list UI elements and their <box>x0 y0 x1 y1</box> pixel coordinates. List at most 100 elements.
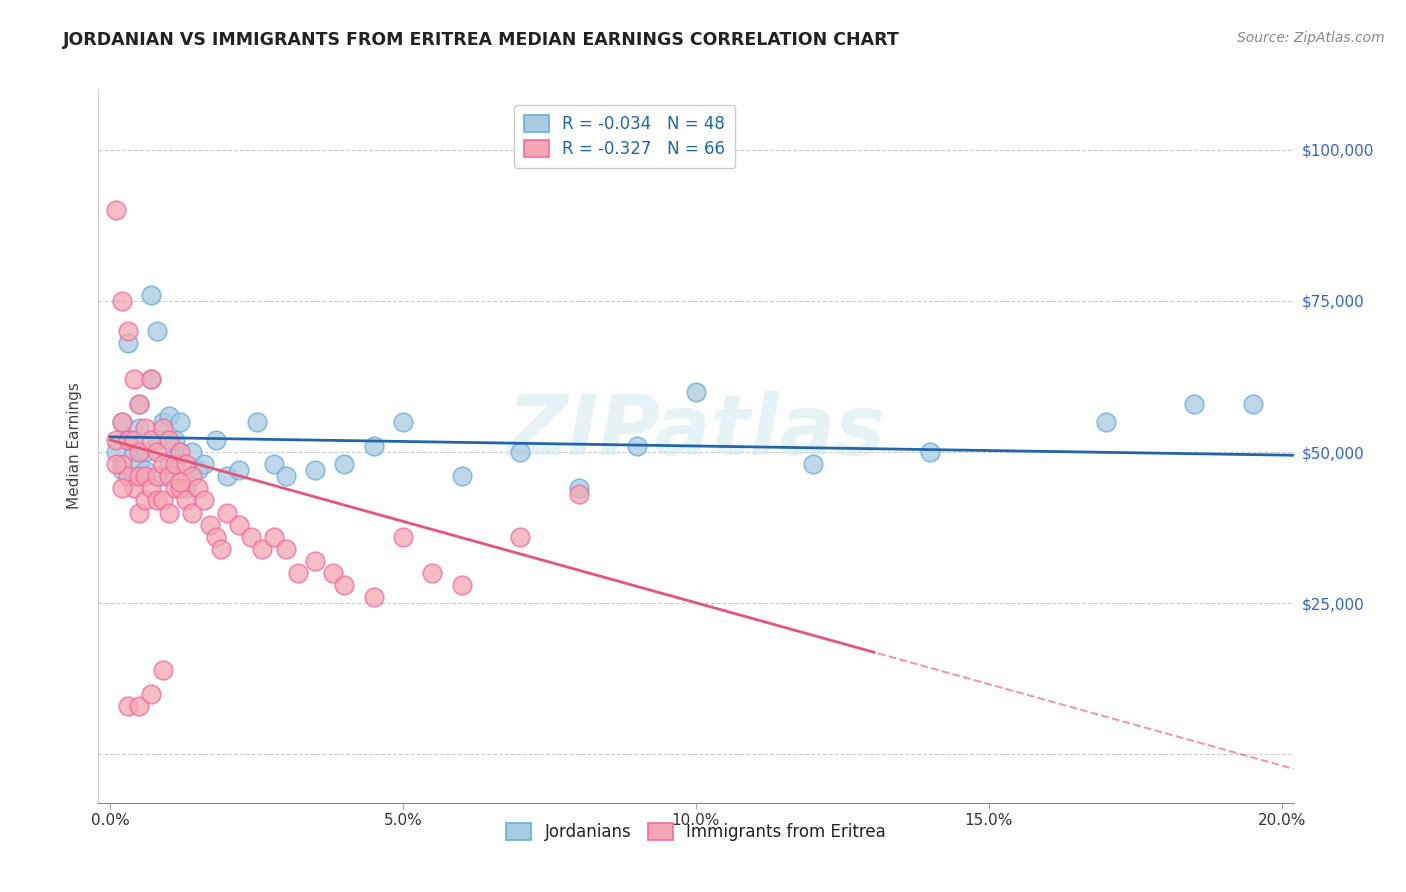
Point <box>263 530 285 544</box>
Point <box>181 506 204 520</box>
Point <box>117 433 139 447</box>
Point <box>163 457 186 471</box>
Point <box>117 699 139 714</box>
Point <box>169 481 191 495</box>
Point <box>152 421 174 435</box>
Point <box>128 397 150 411</box>
Point <box>146 469 169 483</box>
Point <box>146 324 169 338</box>
Point <box>122 481 145 495</box>
Point <box>122 445 145 459</box>
Point <box>239 530 262 544</box>
Point <box>509 445 531 459</box>
Point <box>134 493 156 508</box>
Point <box>450 578 472 592</box>
Point <box>141 372 163 386</box>
Point <box>193 457 215 471</box>
Point <box>246 415 269 429</box>
Point <box>141 433 163 447</box>
Point <box>105 457 128 471</box>
Point <box>193 493 215 508</box>
Point <box>198 517 221 532</box>
Point <box>141 372 163 386</box>
Point <box>117 324 139 338</box>
Point <box>363 590 385 604</box>
Point <box>304 463 326 477</box>
Point <box>111 463 134 477</box>
Point <box>122 372 145 386</box>
Point <box>422 566 444 580</box>
Point <box>157 457 180 471</box>
Point <box>157 506 180 520</box>
Point <box>801 457 824 471</box>
Point <box>169 445 191 459</box>
Point <box>169 415 191 429</box>
Point <box>204 530 226 544</box>
Point <box>217 469 239 483</box>
Point <box>287 566 309 580</box>
Point <box>111 415 134 429</box>
Point <box>134 421 156 435</box>
Point <box>134 445 156 459</box>
Point <box>450 469 472 483</box>
Point <box>509 530 531 544</box>
Point <box>134 463 156 477</box>
Point <box>117 336 139 351</box>
Point <box>105 433 128 447</box>
Point <box>228 517 250 532</box>
Point <box>163 433 186 447</box>
Point <box>333 578 356 592</box>
Point <box>263 457 285 471</box>
Legend: Jordanians, Immigrants from Eritrea: Jordanians, Immigrants from Eritrea <box>499 816 893 848</box>
Point <box>105 445 128 459</box>
Point <box>187 481 209 495</box>
Point <box>211 541 233 556</box>
Point <box>122 433 145 447</box>
Point <box>141 288 163 302</box>
Point <box>626 439 648 453</box>
Point <box>333 457 356 471</box>
Point <box>322 566 344 580</box>
Point <box>1095 415 1118 429</box>
Point <box>392 415 415 429</box>
Point <box>146 433 169 447</box>
Point <box>174 481 197 495</box>
Point <box>128 469 150 483</box>
Text: Source: ZipAtlas.com: Source: ZipAtlas.com <box>1237 31 1385 45</box>
Point <box>134 469 156 483</box>
Point <box>1182 397 1205 411</box>
Point <box>157 409 180 423</box>
Point <box>568 487 591 501</box>
Point <box>181 469 204 483</box>
Point <box>122 469 145 483</box>
Point <box>181 445 204 459</box>
Point <box>146 493 169 508</box>
Point <box>152 415 174 429</box>
Point <box>157 469 180 483</box>
Point <box>920 445 942 459</box>
Text: ZIPatlas: ZIPatlas <box>508 392 884 472</box>
Point <box>128 699 150 714</box>
Point <box>128 506 150 520</box>
Point <box>111 415 134 429</box>
Point <box>152 663 174 677</box>
Point <box>304 554 326 568</box>
Point <box>111 457 134 471</box>
Point <box>146 445 169 459</box>
Point <box>685 384 707 399</box>
Text: JORDANIAN VS IMMIGRANTS FROM ERITREA MEDIAN EARNINGS CORRELATION CHART: JORDANIAN VS IMMIGRANTS FROM ERITREA MED… <box>63 31 900 49</box>
Point <box>392 530 415 544</box>
Point <box>228 463 250 477</box>
Point <box>163 451 186 466</box>
Point <box>128 445 150 459</box>
Point <box>187 463 209 477</box>
Point <box>128 421 150 435</box>
Point <box>252 541 274 556</box>
Y-axis label: Median Earnings: Median Earnings <box>67 383 83 509</box>
Point <box>117 469 139 483</box>
Point <box>274 541 297 556</box>
Point <box>174 493 197 508</box>
Point <box>111 293 134 308</box>
Point <box>128 457 150 471</box>
Point <box>204 433 226 447</box>
